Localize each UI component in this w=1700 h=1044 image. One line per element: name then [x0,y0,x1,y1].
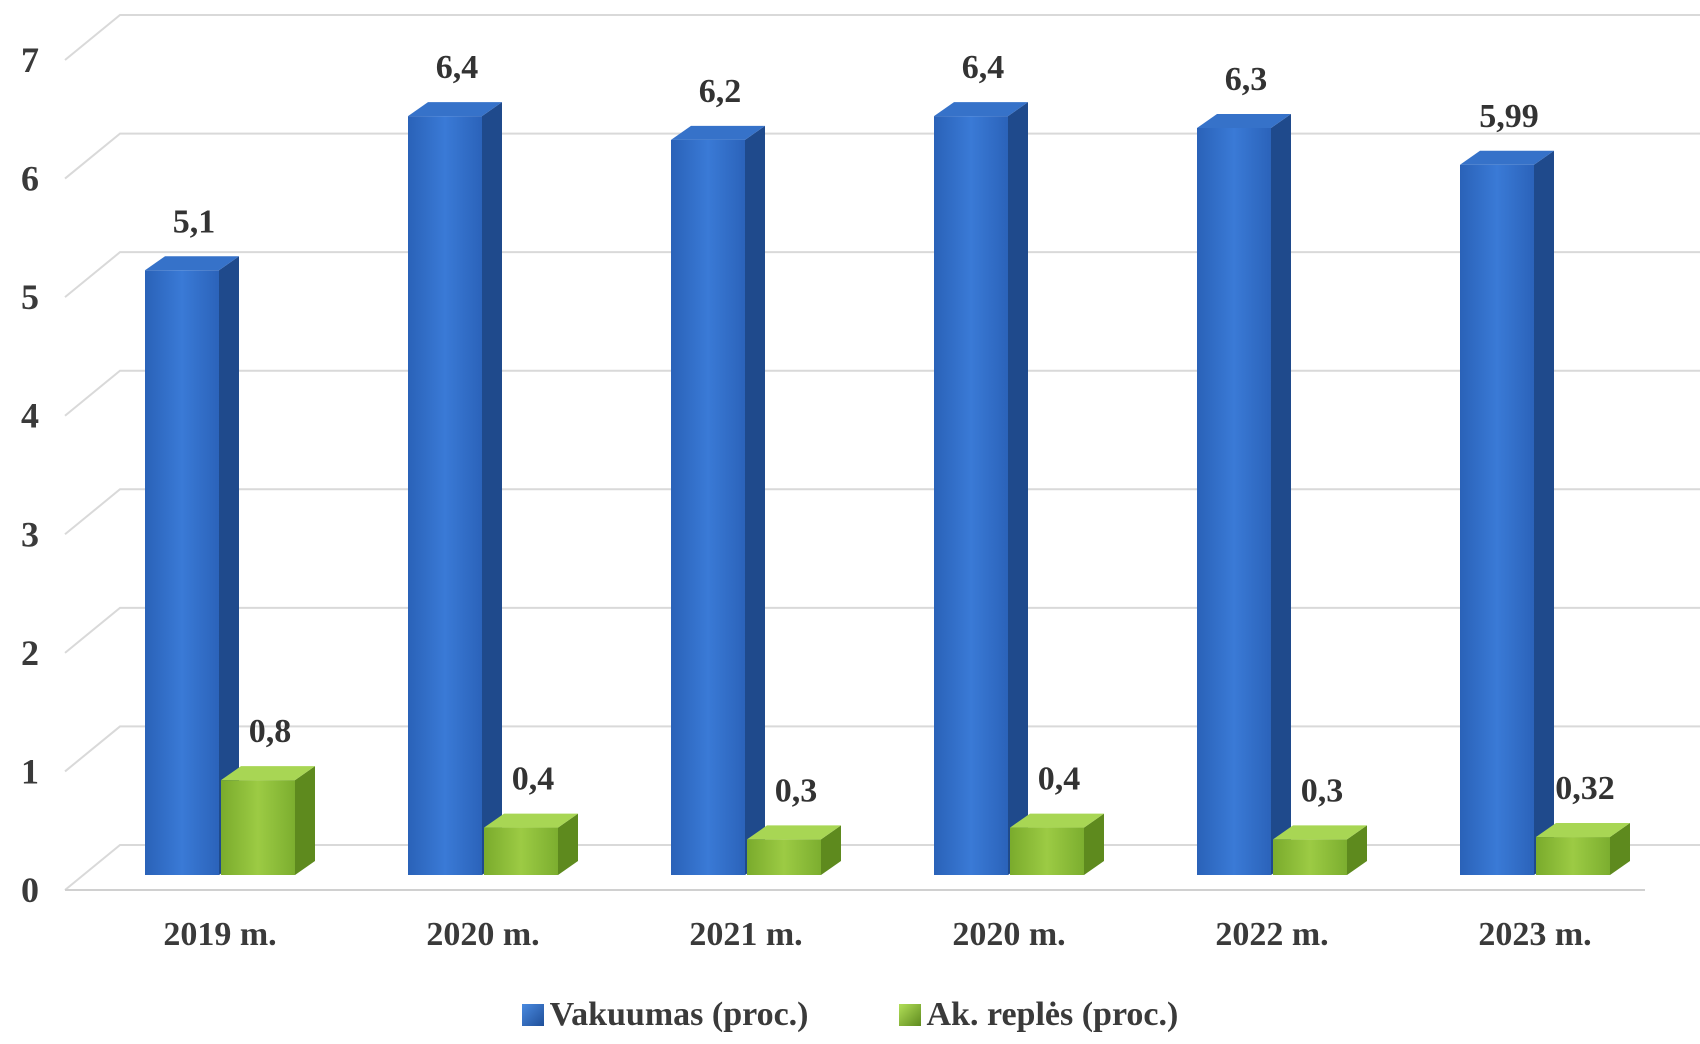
gridline-3 [64,488,1700,536]
x-tick-label: 2020 m. [426,916,539,953]
y-tick-label: 1 [21,751,39,791]
bar-series-1-6 [1460,164,1534,875]
gridline-6 [64,132,1700,180]
data-labels: 5,1 0,8 6,4 0,4 6,2 0,3 6,4 0,4 6,3 0,3 5,99 0,32 [173,49,1615,809]
bar-top-2-1 [221,766,315,781]
y-tick-label: 3 [21,514,39,554]
data-label-series-2-1: 0,8 [249,713,292,750]
bar-top-2-5 [1273,825,1367,840]
bar-side-1-1 [219,256,239,875]
bar-top-2-6 [1536,823,1630,838]
bar-top-1-1 [145,256,239,271]
gridline-2 [64,606,1700,654]
y-tick-label: 5 [21,277,39,317]
gridline-4 [64,369,1700,417]
bar-top-1-5 [1197,114,1291,128]
data-label-series-1-2: 6,4 [436,49,479,86]
bar-side-2-1 [295,766,315,875]
data-label-series-2-6: 0,32 [1555,770,1615,807]
bar-side-2-6 [1610,823,1630,875]
x-tick-label: 2019 m. [163,916,276,953]
legend-item-series-1: Vakuumas (proc.) [521,996,809,1034]
bar-side-2-3 [821,825,841,875]
data-label-series-1-3: 6,2 [699,73,742,110]
bar-series-1-1 [145,270,219,875]
y-tick-label: 6 [21,159,39,199]
data-label-series-2-2: 0,4 [512,761,555,798]
bar-series-2-5 [1273,839,1347,875]
bar-top-1-2 [408,102,502,117]
gridline-7 [64,14,1700,61]
data-label-series-2-4: 0,4 [1038,761,1081,798]
data-label-series-2-3: 0,3 [775,772,818,809]
x-axis-labels: 2019 m. 2020 m. 2021 m. 2020 m. 2022 m. 2023 … [163,916,1591,953]
gridline-0 [64,844,1700,891]
legend-label-series-2: Ak. replės (proc.) [926,996,1179,1033]
x-tick-label: 2020 m. [952,916,1065,953]
x-tick-label: 2023 m. [1478,916,1591,953]
data-label-series-1-1: 5,1 [173,203,216,240]
data-label-series-2-5: 0,3 [1301,772,1344,809]
y-tick-label: 2 [21,633,39,673]
legend-swatch-blue [521,1004,544,1026]
bar-series-2-2 [484,827,558,875]
bar-series-2-1 [221,780,295,875]
bar-series-2-3 [747,839,821,875]
y-tick-label: 4 [21,396,39,436]
data-label-series-1-6: 5,99 [1479,98,1539,135]
x-tick-label: 2022 m. [1215,916,1328,953]
bar-series-2-6 [1536,837,1610,875]
legend-swatch-green [898,1004,921,1026]
bar-side-1-2 [482,102,502,875]
bar-side-1-4 [1008,102,1028,875]
y-axis: 0 1 2 3 4 5 6 7 [21,40,39,910]
bar-top-1-4 [934,102,1028,117]
bar-top-2-4 [1010,813,1104,828]
data-label-series-1-4: 6,4 [962,49,1005,86]
bar-side-2-2 [558,813,578,875]
gridline-1 [64,725,1700,773]
bar-side-1-3 [745,125,765,876]
y-tick-label: 0 [21,870,39,910]
legend-label-series-1: Vakuumas (proc.) [549,996,809,1033]
legend: Vakuumas (proc.) Ak. replės (proc.) [0,996,1700,1034]
bar-series-2-4 [1010,827,1084,875]
bar-side-1-5 [1271,114,1291,875]
bar-series-1-4 [934,116,1008,875]
bar-side-2-5 [1347,825,1367,875]
data-label-series-1-5: 6,3 [1225,61,1268,98]
bar-top-1-6 [1460,150,1554,165]
bars [145,102,1630,876]
gridlines [64,14,1700,891]
bar-side-1-6 [1534,150,1554,875]
gridline-5 [64,251,1700,298]
x-tick-label: 2021 m. [689,916,802,953]
bar-series-1-5 [1197,128,1271,875]
bar-series-1-3 [671,139,745,875]
bar-series-1-2 [408,116,482,875]
legend-item-series-2: Ak. replės (proc.) [898,996,1179,1034]
y-tick-label: 7 [21,40,39,80]
bar-side-2-4 [1084,813,1104,875]
bar-top-2-3 [747,825,841,840]
bar-top-2-2 [484,813,578,828]
bar-top-1-3 [671,125,765,140]
